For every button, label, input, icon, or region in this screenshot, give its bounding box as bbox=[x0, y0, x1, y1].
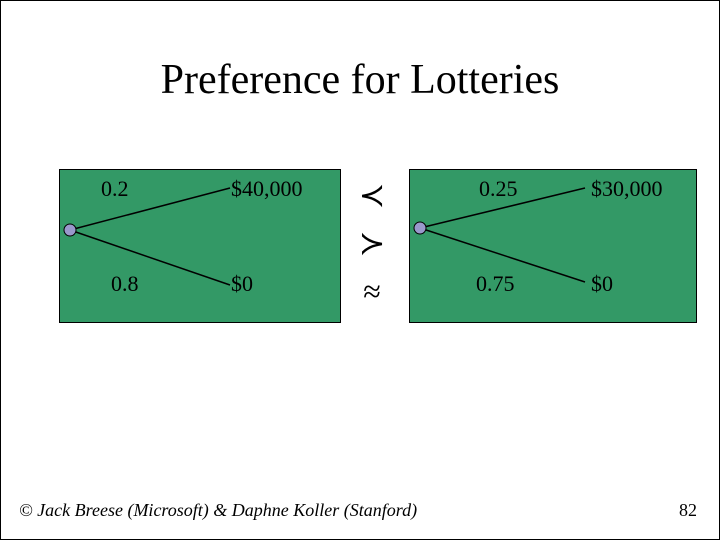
preference-symbols: ≺ ≻ ≈ bbox=[344, 171, 400, 315]
right-outcome-lower: $0 bbox=[591, 271, 613, 297]
left-prob-upper: 0.2 bbox=[101, 176, 129, 202]
left-outcome-upper: $40,000 bbox=[231, 176, 303, 202]
page-title: Preference for Lotteries bbox=[1, 56, 719, 104]
approx-equal-icon: ≈ bbox=[363, 267, 381, 315]
copyright-footer: © Jack Breese (Microsoft) & Daphne Kolle… bbox=[19, 500, 417, 521]
right-outcome-upper: $30,000 bbox=[591, 176, 663, 202]
page-number: 82 bbox=[679, 500, 697, 521]
right-prob-lower: 0.75 bbox=[476, 271, 515, 297]
left-outcome-lower: $0 bbox=[231, 271, 253, 297]
prefer-greater-icon: ≻ bbox=[359, 219, 386, 267]
left-prob-lower: 0.8 bbox=[111, 271, 139, 297]
prefer-less-icon: ≺ bbox=[359, 171, 386, 219]
right-prob-upper: 0.25 bbox=[479, 176, 518, 202]
